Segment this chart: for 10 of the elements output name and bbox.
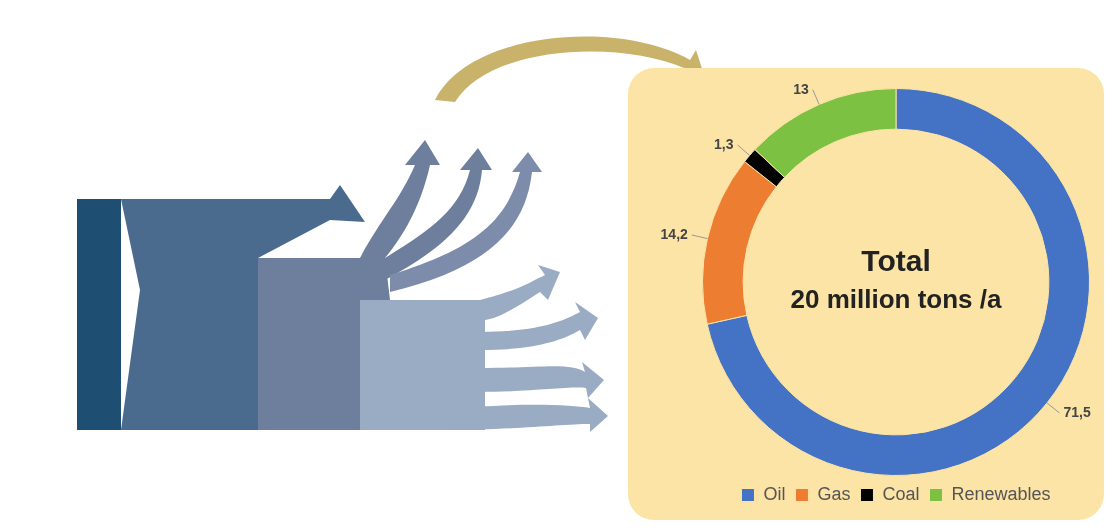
legend-label: Gas xyxy=(817,483,851,504)
legend-label: Oil xyxy=(763,483,786,504)
legend-label: Coal xyxy=(882,483,920,504)
legend-label: Renewables xyxy=(951,483,1051,504)
data-label: 71,5 xyxy=(1063,403,1091,420)
data-label: 1,3 xyxy=(714,135,734,152)
text: Total xyxy=(861,244,931,278)
data-label: 13 xyxy=(793,80,810,97)
text: 20 million tons /a xyxy=(790,284,1002,315)
data-label: 14,2 xyxy=(660,225,689,242)
